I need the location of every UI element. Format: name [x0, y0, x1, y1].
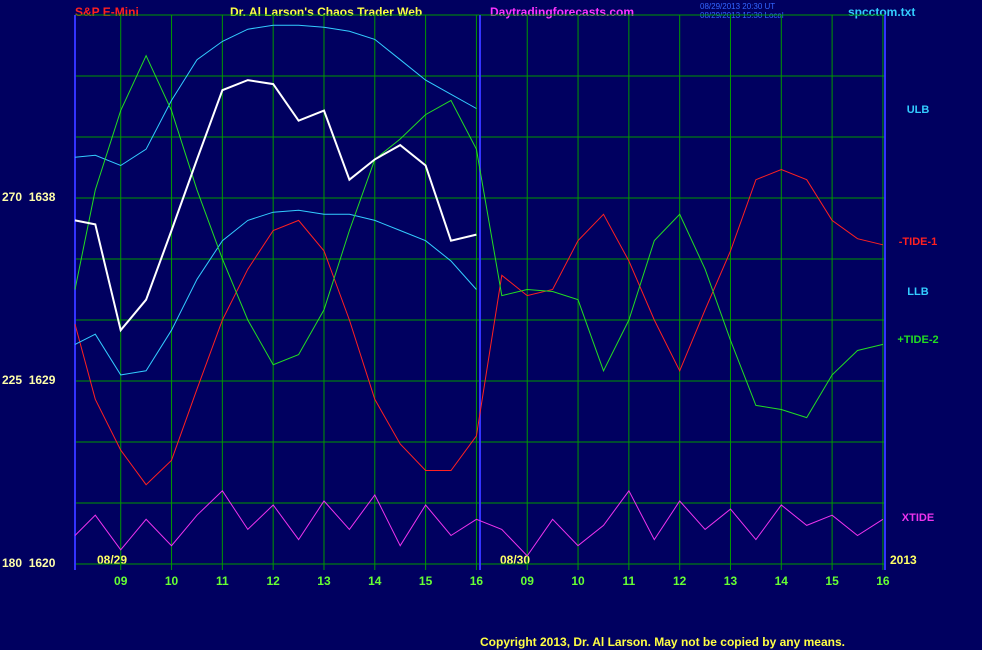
x-tick-label: 09 — [114, 574, 128, 588]
series-line — [74, 24, 477, 167]
x-tick-label: 14 — [775, 574, 789, 588]
x-tick-label: 11 — [623, 574, 636, 588]
series-label: ULB — [907, 104, 930, 116]
series-line — [74, 168, 884, 486]
series-line — [74, 489, 884, 557]
date-label: 08/29 — [97, 553, 127, 567]
series-label: -TIDE-1 — [899, 236, 938, 248]
copyright: Copyright 2013, Dr. Al Larson. May not b… — [480, 635, 845, 649]
x-tick-label: 12 — [673, 574, 687, 588]
file-name: spcctom.txt — [848, 5, 915, 19]
series-label: LLB — [907, 286, 928, 298]
x-tick-label: 16 — [876, 574, 890, 588]
x-tick-label: 13 — [317, 574, 331, 588]
y-tick-label: 270 1638 — [2, 190, 56, 204]
x-tick-label: 14 — [368, 574, 382, 588]
x-tick-label: 16 — [470, 574, 484, 588]
date-label: 2013 — [890, 553, 917, 567]
x-tick-label: 10 — [165, 574, 179, 588]
x-tick-label: 15 — [419, 574, 433, 588]
x-tick-label: 12 — [266, 574, 280, 588]
series-label: +TIDE-2 — [897, 334, 938, 346]
series-line — [74, 209, 477, 376]
timestamp: 08/29/2013 20:30 UT — [700, 2, 775, 11]
site-name: Daytradingforecasts.com — [490, 5, 634, 19]
timestamp: 08/29/2013 15:30 Local — [700, 11, 784, 20]
y-tick-label: 180 1620 — [2, 556, 56, 570]
x-tick-label: 11 — [216, 574, 229, 588]
x-tick-label: 15 — [825, 574, 839, 588]
chart-subtitle: S&P E-Mini — [75, 5, 139, 19]
series-line — [74, 79, 477, 333]
date-label: 08/30 — [500, 553, 530, 567]
series-label: XTIDE — [902, 512, 934, 524]
x-tick-label: 10 — [571, 574, 585, 588]
series-line — [74, 54, 884, 419]
x-tick-label: 09 — [521, 574, 535, 588]
x-tick-label: 13 — [724, 574, 738, 588]
chart-title: Dr. Al Larson's Chaos Trader Web — [230, 5, 422, 19]
y-tick-label: 225 1629 — [2, 373, 56, 387]
